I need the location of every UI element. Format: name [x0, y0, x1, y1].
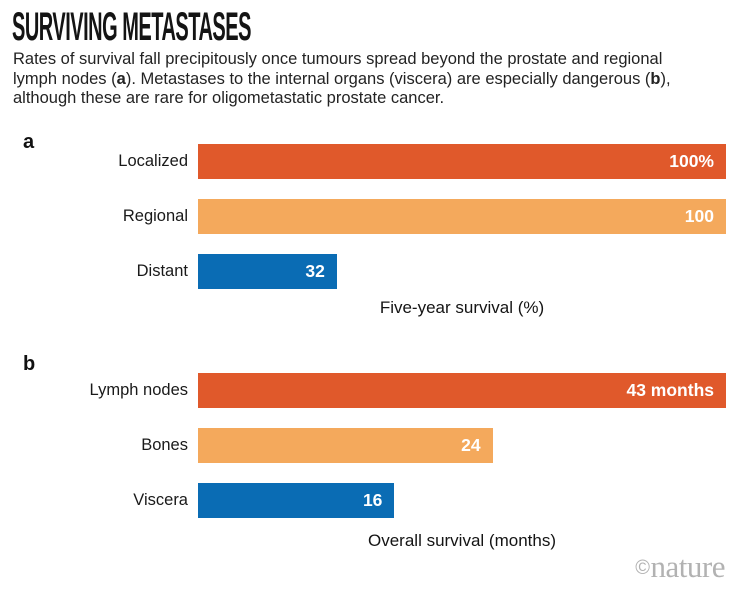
panel-a-rows: Localized 100% Regional 100 Distant	[0, 131, 751, 289]
intro-segment: ). Metastases to the internal organs (vi…	[125, 69, 651, 88]
bar-value: 100	[684, 206, 714, 226]
bar-value: 24	[461, 435, 481, 455]
bar-value: 43 months	[626, 380, 714, 400]
bar-track: 43 months	[198, 373, 726, 408]
bar-track: 24	[198, 428, 726, 463]
row-label: Localized	[118, 152, 188, 170]
intro-bold-b: b	[650, 69, 661, 88]
bar-track: 100	[198, 199, 726, 234]
bar-track: 16	[198, 483, 726, 518]
bar-value: 100%	[669, 151, 714, 171]
bar-track: 100%	[198, 144, 726, 179]
panel-a-label: a	[23, 131, 35, 153]
panel-a-chart: a Localized 100% Regional 100	[0, 131, 751, 318]
row-label: Regional	[122, 207, 188, 225]
row-label: Distant	[136, 262, 188, 280]
panel-a-axis-caption: Five-year survival (%)	[379, 298, 545, 317]
panel-b-label: b	[23, 353, 36, 375]
page-title: SURVIVING METASTASES	[12, 5, 251, 49]
bar-lymph-nodes: 43 months	[198, 373, 726, 408]
copyright-icon: ©	[635, 557, 650, 579]
bar-row: Regional 100	[0, 199, 751, 234]
panel-b-axis-caption: Overall survival (months)	[368, 531, 556, 550]
bar-value: 16	[362, 490, 383, 510]
panel-b-rows: Lymph nodes 43 months Bones 24 Viscera	[0, 353, 751, 518]
bar-row: Localized 100%	[0, 144, 751, 179]
bar-row: Viscera 16	[0, 483, 751, 518]
intro-segment: Rates of survival fall precipitously onc…	[13, 50, 663, 88]
row-label: Lymph nodes	[89, 381, 188, 399]
bar-bones: 24	[198, 428, 493, 463]
bar-row: Lymph nodes 43 months	[0, 373, 751, 408]
intro-segment: ), although these are rare for oligometa…	[13, 69, 671, 108]
bar-row: Bones 24	[0, 428, 751, 463]
bar-row: Distant 32	[0, 254, 751, 289]
bar-viscera: 16	[198, 483, 395, 518]
bar-distant: 32	[198, 254, 337, 289]
bar-localized: 100%	[198, 144, 726, 179]
nature-watermark: ©nature	[635, 549, 725, 585]
bar-track: 32	[198, 254, 726, 289]
row-label: Bones	[141, 436, 188, 454]
intro-bold-a: a	[116, 69, 126, 88]
intro-text: Rates of survival fall precipitously onc…	[13, 50, 701, 109]
bar-value: 32	[305, 261, 325, 281]
panel-b-chart: b Lymph nodes 43 months Bones 24	[0, 353, 751, 551]
row-label: Viscera	[133, 491, 188, 509]
bar-regional: 100	[198, 199, 726, 234]
nature-logo-text: nature	[650, 549, 726, 584]
